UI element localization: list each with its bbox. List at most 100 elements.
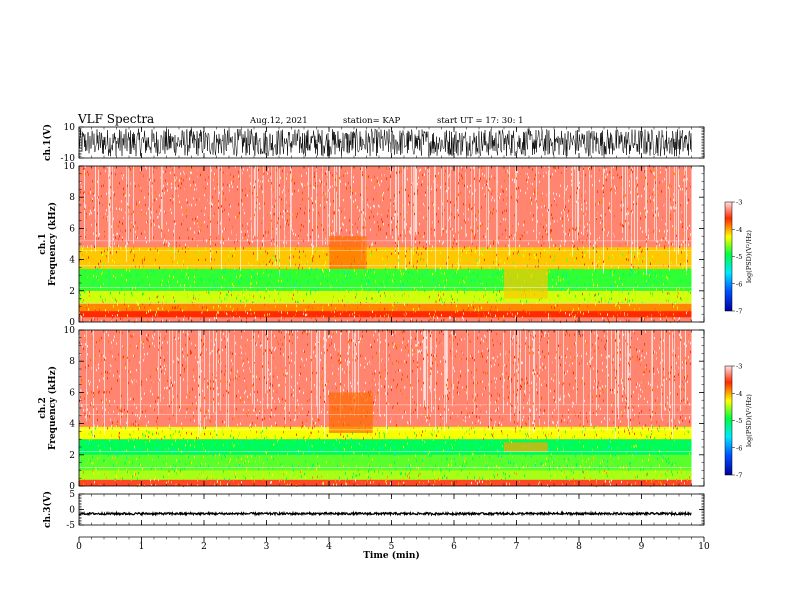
speckle (614, 214, 615, 218)
speckle (244, 296, 245, 299)
speckle (131, 423, 132, 426)
speckle (82, 404, 83, 408)
speckle (313, 320, 314, 323)
speckle (670, 217, 671, 221)
speckle (83, 299, 84, 302)
speckle (483, 276, 484, 280)
speckle (343, 219, 344, 223)
speckle (477, 275, 478, 278)
speckle (660, 313, 661, 317)
speckle (261, 253, 262, 257)
speckle (656, 274, 657, 277)
speckle (124, 346, 125, 349)
speckle (100, 449, 101, 452)
speckle (211, 205, 212, 208)
speckle (346, 309, 347, 312)
speckle (540, 255, 541, 258)
speckle (627, 219, 628, 223)
speckle (85, 236, 86, 239)
speckle (594, 299, 595, 303)
speckle (607, 317, 608, 320)
speckle (136, 423, 137, 426)
speckle (675, 206, 676, 210)
speckle (351, 175, 352, 179)
speckle (586, 239, 587, 242)
speckle (80, 352, 81, 356)
speckle (673, 171, 674, 175)
speckle (167, 351, 168, 355)
speckle (425, 247, 426, 250)
speckle (195, 449, 196, 452)
speckle (209, 196, 210, 200)
speckle (537, 206, 538, 209)
speckle (516, 198, 517, 202)
speckle (236, 238, 237, 241)
speckle (139, 483, 140, 487)
speckle (205, 462, 206, 466)
speckle (137, 306, 138, 310)
speckle (148, 192, 149, 196)
speckle (201, 320, 202, 323)
speckle (220, 168, 221, 171)
speckle (438, 290, 439, 294)
speckle (374, 241, 375, 245)
speckle (462, 316, 463, 319)
speckle (181, 206, 182, 209)
speckle (109, 300, 110, 303)
speckle (150, 248, 151, 251)
speckle (617, 291, 618, 294)
speckle (198, 256, 199, 260)
speckle (273, 238, 274, 242)
speckle (93, 192, 94, 196)
speckle (482, 172, 483, 176)
speckle (295, 212, 296, 216)
speckle (262, 243, 263, 246)
speckle (685, 291, 686, 294)
speckle (228, 255, 229, 258)
speckle (384, 291, 385, 295)
speckle (291, 219, 292, 222)
speckle (332, 313, 333, 316)
speckle (391, 216, 392, 220)
speckle (523, 223, 524, 227)
speckle (231, 182, 232, 185)
speckle (436, 310, 437, 314)
speckle (669, 183, 670, 187)
speckle (128, 262, 129, 265)
speckle (487, 229, 488, 233)
speckle (296, 271, 297, 275)
speckle (150, 479, 151, 482)
speckle (227, 293, 228, 296)
speckle (593, 269, 594, 272)
speckle (451, 313, 452, 317)
speckle (109, 203, 110, 206)
speckle (611, 187, 612, 191)
speckle (636, 183, 637, 186)
speckle (456, 304, 457, 308)
speckle (467, 248, 468, 251)
speckle (137, 303, 138, 306)
speckle (281, 198, 282, 201)
speckle (543, 242, 544, 245)
speckle (513, 315, 514, 319)
speckle (250, 182, 251, 185)
speckle (666, 251, 667, 254)
speckle (183, 479, 184, 483)
speckle (579, 181, 580, 185)
speckle (144, 306, 145, 309)
speckle (217, 311, 218, 314)
speckle (297, 244, 298, 247)
speckle (389, 276, 390, 279)
speckle (179, 236, 180, 240)
speckle (156, 368, 157, 371)
speckle (367, 176, 368, 179)
speckle (639, 318, 640, 321)
speckle (477, 174, 478, 177)
speckle (439, 283, 440, 287)
speckle (250, 312, 251, 315)
speckle (166, 446, 167, 450)
speckle (454, 299, 455, 302)
speckle (93, 472, 94, 475)
speckle (92, 283, 93, 286)
speckle (648, 234, 649, 237)
